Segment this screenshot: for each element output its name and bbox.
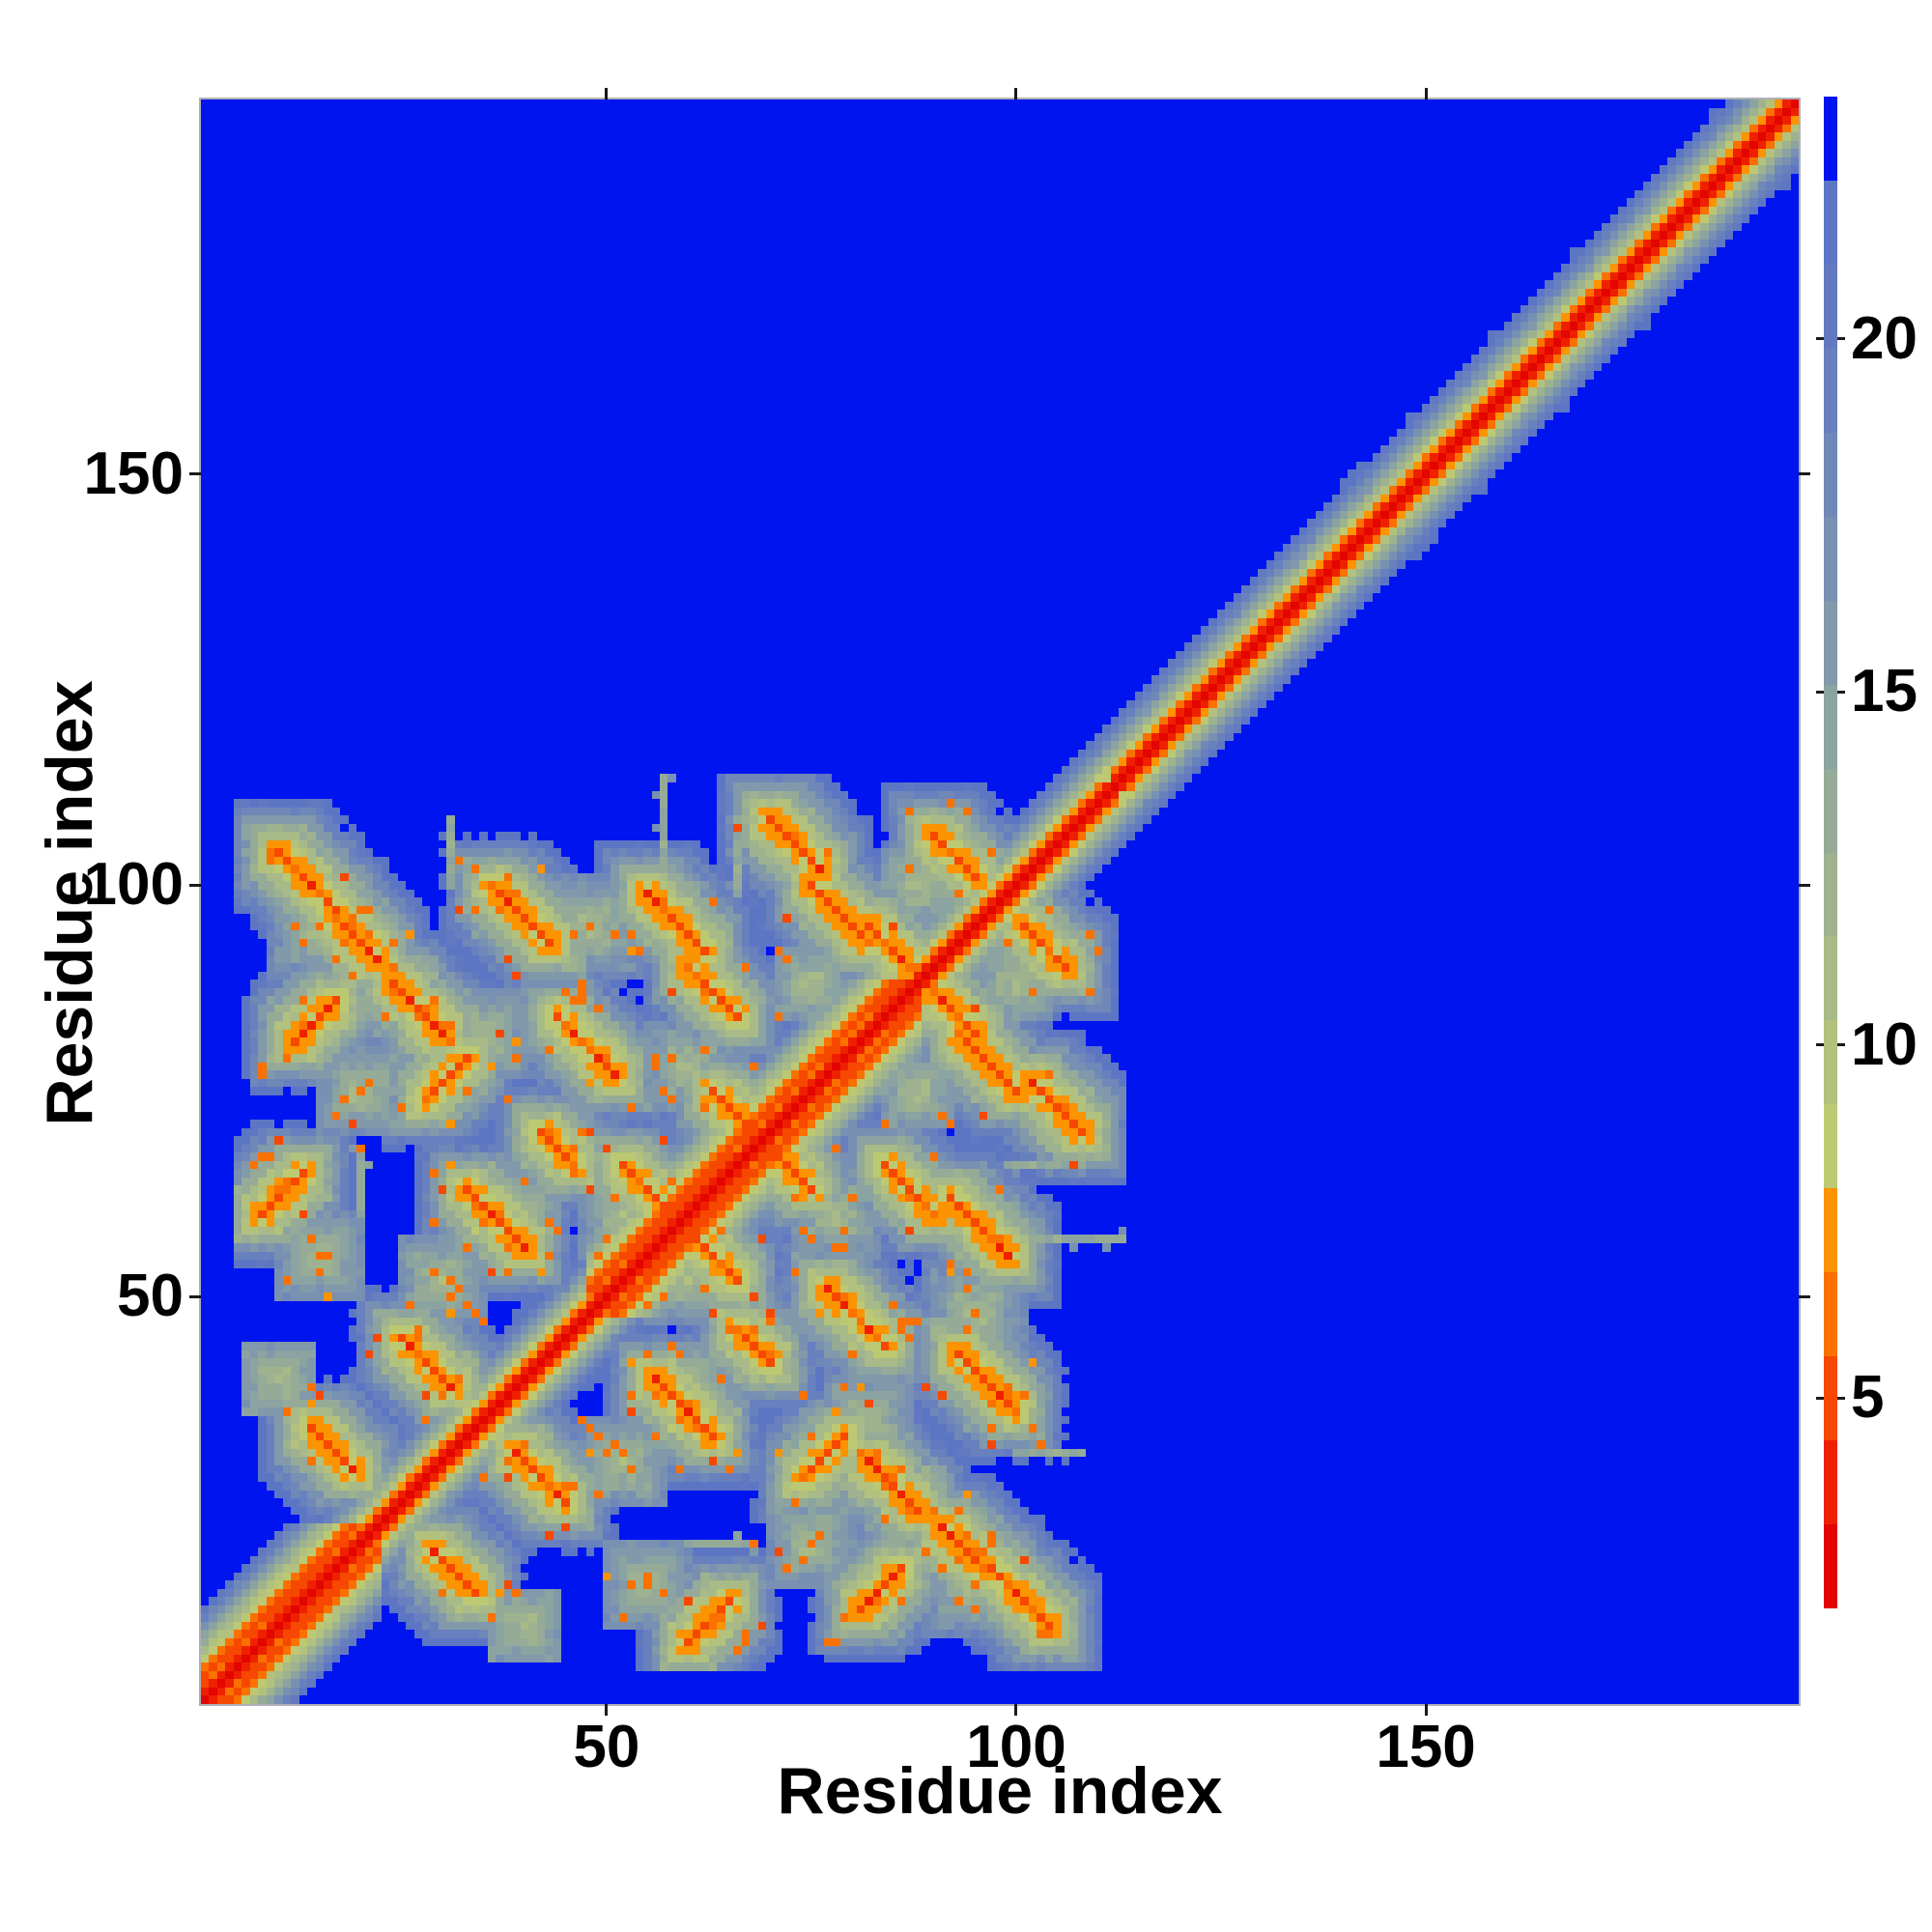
colorbar-canvas xyxy=(1824,97,1837,1608)
tick-mark xyxy=(1816,337,1824,341)
tick-mark xyxy=(1799,1294,1810,1298)
colorbar-tick-label: 5 xyxy=(1851,1364,1885,1432)
tick-mark xyxy=(605,88,609,99)
tick-mark xyxy=(1014,1704,1018,1716)
tick-mark xyxy=(1424,88,1428,99)
tick-mark xyxy=(1424,1704,1428,1716)
heatmap-canvas xyxy=(201,99,1799,1704)
tick-mark xyxy=(189,883,201,887)
tick-mark xyxy=(1837,690,1845,694)
tick-mark xyxy=(1837,1396,1845,1400)
tick-mark xyxy=(605,1704,609,1716)
x-tick-label: 150 xyxy=(1376,1714,1476,1780)
y-tick-label: 150 xyxy=(83,440,184,507)
tick-mark xyxy=(189,472,201,476)
tick-mark xyxy=(1816,1043,1824,1047)
x-tick-label: 100 xyxy=(966,1714,1066,1780)
tick-mark xyxy=(1816,690,1824,694)
y-tick-label: 50 xyxy=(117,1263,184,1330)
x-tick-label: 50 xyxy=(573,1714,640,1780)
colorbar-tick-label: 10 xyxy=(1851,1010,1918,1078)
x-axis-title: Residue index xyxy=(777,1754,1223,1828)
tick-mark xyxy=(1837,337,1845,341)
tick-mark xyxy=(1799,883,1810,887)
tick-mark xyxy=(1014,88,1018,99)
y-tick-label: 100 xyxy=(83,851,184,919)
colorbar-tick-label: 20 xyxy=(1851,304,1918,372)
y-axis-title: Residue index xyxy=(33,680,106,1126)
tick-mark xyxy=(1799,472,1810,476)
colorbar-tick-label: 15 xyxy=(1851,658,1918,725)
tick-mark xyxy=(1816,1396,1824,1400)
tick-mark xyxy=(1837,1043,1845,1047)
tick-mark xyxy=(189,1294,201,1298)
